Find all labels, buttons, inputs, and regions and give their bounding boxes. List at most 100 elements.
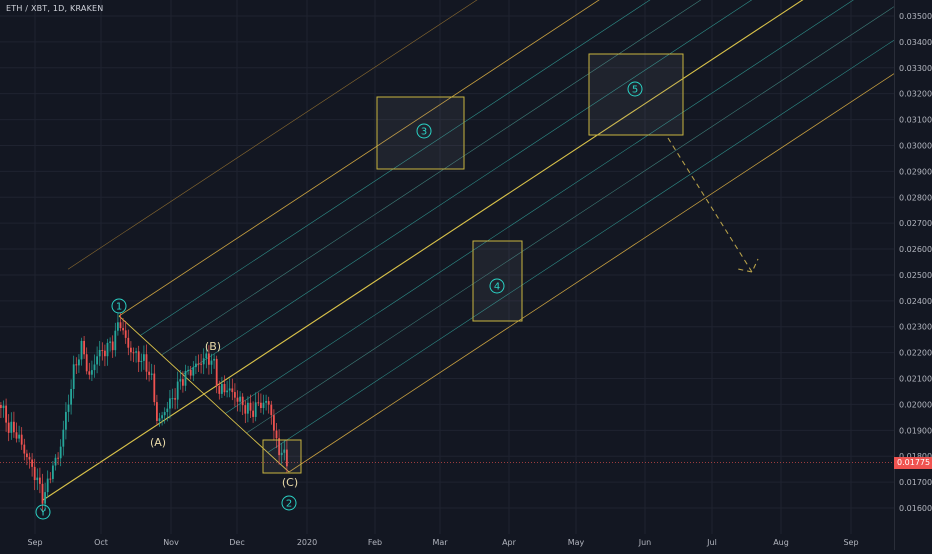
- wave-label-c: (C): [282, 476, 298, 489]
- candle-body: [210, 360, 213, 365]
- time-tick-label: Apr: [502, 538, 517, 547]
- candle-body: [41, 483, 44, 504]
- candle-body: [208, 353, 210, 365]
- candle-body: [0, 405, 2, 408]
- wave-4-target-box: [472, 240, 523, 322]
- candle-body: [156, 402, 158, 421]
- time-tick-label: Nov: [163, 538, 179, 547]
- candle-body: [75, 364, 78, 366]
- candle-body: [150, 373, 153, 375]
- price-axis[interactable]: 0.03500 0.03400 0.03300 0.03200 0.03100 0.030…: [894, 0, 932, 550]
- price-tick-label: 0.02400: [899, 297, 932, 306]
- candle-body: [130, 347, 132, 353]
- wave-label-5: 5: [632, 85, 638, 96]
- price-tick-label: 0.02000: [899, 400, 932, 409]
- pitchfork-lower-line: [288, 73, 894, 473]
- time-tick-label: May: [568, 538, 585, 547]
- candle-body: [197, 363, 200, 365]
- time-tick-label: Mar: [432, 538, 448, 547]
- candle-body: [117, 322, 119, 331]
- time-tick-label: Jun: [638, 538, 652, 547]
- candle-body: [101, 350, 104, 352]
- candle-body: [23, 444, 26, 454]
- candle-body: [15, 432, 18, 439]
- candle-body: [265, 401, 267, 403]
- candle-body: [218, 386, 221, 394]
- candle-body: [18, 434, 20, 439]
- candles: [0, 312, 288, 513]
- symbol-title: ETH / XBT, 1D, KRAKEN: [6, 4, 104, 13]
- candle-body: [278, 438, 280, 456]
- candle-body: [158, 418, 161, 421]
- candle-body: [54, 457, 57, 466]
- price-tick-label: 0.01600: [899, 504, 932, 513]
- candle-body: [78, 359, 80, 366]
- price-tick-label: 0.02500: [899, 271, 932, 280]
- price-tick-label: 0.03200: [899, 90, 932, 99]
- candle-body: [70, 388, 72, 405]
- candle-body: [262, 402, 265, 409]
- candle-body: [223, 384, 226, 393]
- time-axis[interactable]: Sep Oct Nov Dec 2020 Feb Mar Apr May Jun Jul Aug Sep: [0, 534, 894, 550]
- candle-body: [169, 398, 171, 409]
- price-tick-label: 0.02700: [899, 219, 932, 228]
- candle-body: [241, 396, 244, 406]
- time-tick-label: Feb: [368, 538, 382, 547]
- wave-label-2: 2: [286, 499, 292, 510]
- wave-label-1: 1: [116, 302, 122, 313]
- wave-label-4-circle: [489, 278, 505, 294]
- candle-body: [213, 358, 215, 361]
- candle-body: [122, 328, 124, 331]
- candle-body: [67, 404, 70, 412]
- candle-body: [36, 477, 39, 481]
- candle-body: [140, 360, 143, 363]
- candle-body: [26, 453, 28, 458]
- candle-body: [85, 354, 88, 372]
- candle-body: [244, 405, 247, 414]
- wave-label-1-circle: [111, 298, 127, 314]
- candle-body: [114, 330, 117, 351]
- time-tick-label: Sep: [843, 538, 858, 547]
- candle-body: [88, 371, 91, 375]
- pitchfork-inner-upper-line: [182, 0, 753, 375]
- current-price-badge: 0.01775: [894, 456, 932, 469]
- candle-body: [127, 337, 130, 348]
- candle-body: [83, 340, 85, 355]
- price-tick-label: 0.03300: [899, 64, 932, 73]
- candle-body: [10, 421, 13, 433]
- candle-body: [49, 478, 52, 480]
- candle-body: [239, 396, 241, 402]
- candle-body: [205, 353, 208, 359]
- price-tick-label: 0.01700: [899, 478, 932, 487]
- candle-body: [104, 350, 106, 357]
- candle-body: [228, 388, 231, 391]
- projection-arrow: [667, 137, 759, 274]
- candle-body: [119, 322, 122, 329]
- candle-body: [153, 373, 156, 403]
- candle-body: [195, 363, 197, 368]
- wave-label-y-circle: [35, 504, 51, 520]
- candle-body: [161, 415, 163, 419]
- candle-body: [273, 415, 275, 431]
- candle-body: [52, 465, 54, 479]
- time-tick-label: Sep: [27, 538, 42, 547]
- pitchfork-inner-upper-line: [161, 0, 702, 356]
- candle-body: [59, 446, 62, 459]
- price-tick-label: 0.02600: [899, 245, 932, 254]
- candle-body: [252, 410, 254, 417]
- wave-5-target-box: [588, 53, 684, 136]
- candle-body: [2, 405, 5, 408]
- price-chart-pane[interactable]: 1 2 3 4 5 Y (A) (B) (C): [0, 0, 894, 534]
- candle-body: [200, 363, 202, 365]
- candle-body: [234, 392, 236, 398]
- candle-body: [33, 466, 36, 481]
- candle-body: [148, 371, 150, 375]
- wave-label-4: 4: [494, 282, 500, 293]
- wave-c-target-box: [262, 439, 302, 474]
- price-tick-label: 0.02800: [899, 193, 932, 202]
- candle-body: [132, 352, 135, 354]
- candle-body: [145, 354, 148, 372]
- candle-body: [31, 459, 33, 467]
- price-tick-label: 0.02100: [899, 375, 932, 384]
